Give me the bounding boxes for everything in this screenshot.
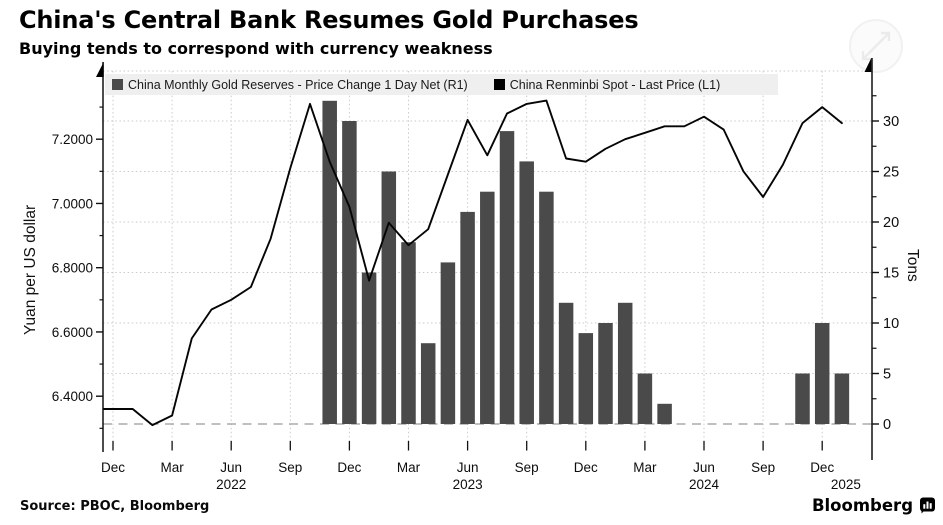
gold-bar — [420, 343, 436, 424]
x-axis-year-label: 2023 — [453, 477, 483, 492]
gold-bar — [322, 100, 337, 425]
x-axis-tick-label: Dec — [574, 460, 598, 475]
legend-swatch-renminbi-icon — [493, 79, 505, 90]
gold-bar — [401, 242, 416, 424]
right-axis-tick-label: 10 — [883, 316, 899, 332]
left-axis-tick-label: 6.6000 — [52, 325, 93, 340]
left-axis-tick-label: 6.4000 — [52, 389, 93, 404]
gold-bar — [657, 403, 672, 424]
zoom-watermark-arrow — [861, 31, 891, 61]
x-axis-tick-label: Jun — [457, 460, 479, 475]
plot-corner-marker-right — [864, 58, 872, 72]
legend-item-renminbi: China Renminbi Spot - Last Price (L1) — [493, 77, 721, 92]
bloomberg-logo: Bloomberg — [812, 496, 936, 515]
page-title: China's Central Bank Resumes Gold Purcha… — [19, 6, 639, 34]
x-axis-tick-label: Mar — [397, 460, 421, 475]
page-subtitle: Buying tends to correspond with currency… — [19, 39, 493, 58]
x-axis-tick-label: Dec — [810, 460, 834, 475]
renminbi-line — [102, 99, 843, 427]
left-axis-tick-label: 7.0000 — [52, 196, 93, 211]
right-axis-tick-label: 15 — [883, 266, 899, 282]
gold-bar — [539, 191, 554, 424]
gold-bar — [558, 302, 574, 424]
gold-bar — [795, 373, 810, 424]
x-axis-tick-label: Mar — [160, 460, 184, 475]
left-axis-title: Yuan per US dollar — [22, 204, 39, 336]
bloomberg-wordmark: Bloomberg — [811, 496, 913, 515]
left-axis-tick-label: 6.8000 — [52, 261, 93, 276]
x-axis-year-label: 2024 — [689, 477, 720, 492]
legend-swatch-gold-icon — [112, 79, 123, 90]
legend-label-renminbi: China Renminbi Spot - Last Price (L1) — [509, 77, 721, 92]
x-axis-tick-label: Mar — [633, 460, 657, 475]
x-axis-tick-label: Jun — [220, 460, 242, 475]
x-axis-year-label: 2022 — [216, 477, 246, 492]
right-axis-tick-label: 30 — [883, 114, 899, 130]
right-axis-title: Tons — [904, 248, 921, 282]
right-axis-tick-label: 25 — [883, 165, 899, 181]
gold-bar — [834, 373, 850, 424]
gold-bar — [519, 161, 534, 424]
x-axis-tick-label: Sep — [515, 460, 539, 475]
x-axis-tick-label: Dec — [101, 460, 125, 475]
gold-bar — [578, 333, 594, 424]
right-axis-tick-label: 5 — [883, 367, 891, 383]
legend-item-gold-reserves: China Monthly Gold Reserves - Price Chan… — [112, 78, 468, 92]
gold-bar — [440, 262, 456, 424]
chart-legend: China Monthly Gold Reserves - Price Chan… — [105, 74, 778, 95]
legend-label-gold: China Monthly Gold Reserves - Price Chan… — [128, 77, 468, 92]
left-axis-tick-label: 7.2000 — [52, 132, 93, 147]
gold-bar — [381, 171, 397, 424]
gold-bar — [499, 131, 515, 424]
right-axis-tick-label: 0 — [883, 417, 891, 433]
gold-bar — [814, 323, 830, 424]
bloomberg-logo-icon — [920, 497, 935, 514]
x-axis-tick-label: Dec — [337, 460, 361, 475]
gold-bar — [342, 121, 357, 424]
gold-bar — [361, 272, 377, 424]
x-axis-tick-label: Sep — [278, 460, 302, 475]
gold-bar — [460, 211, 475, 424]
plot-corner-marker-left — [96, 62, 104, 77]
x-axis-year-label: 2025 — [831, 477, 861, 492]
right-axis-tick-label: 20 — [883, 215, 899, 231]
gold-bar — [598, 323, 613, 424]
gold-bar — [617, 302, 633, 424]
gold-bar — [480, 191, 495, 424]
source-note: Source: PBOC, Bloomberg — [20, 499, 210, 514]
x-axis-tick-label: Sep — [751, 460, 775, 475]
x-axis-tick-label: Jun — [693, 460, 715, 475]
gold-bar — [637, 373, 653, 424]
